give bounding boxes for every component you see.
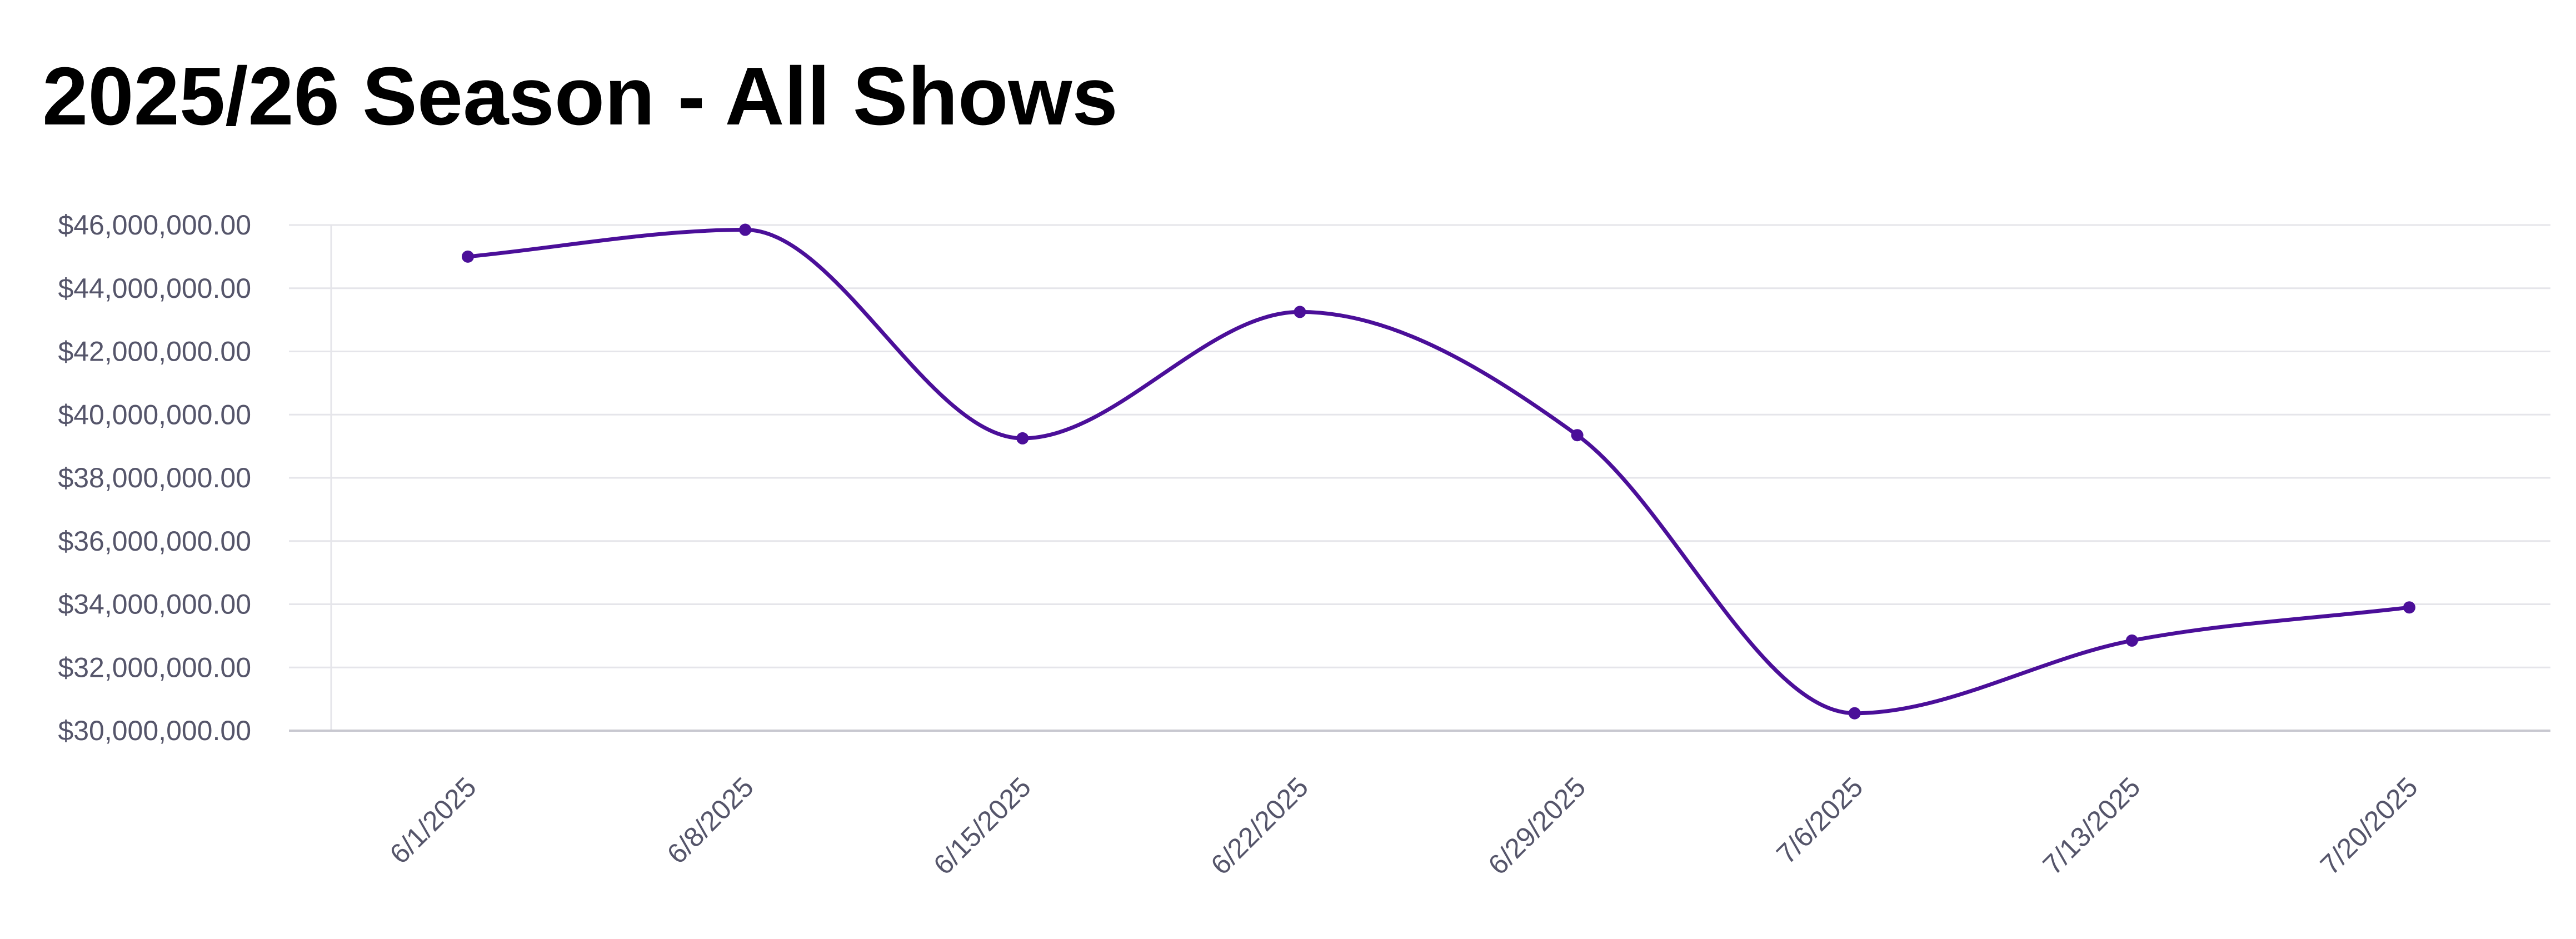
- y-tick-label: $46,000,000.00: [58, 209, 251, 241]
- y-tick-label: $38,000,000.00: [58, 462, 251, 493]
- y-tick-label: $42,000,000.00: [58, 336, 251, 367]
- x-tick-label: 6/22/2025: [1205, 771, 1314, 881]
- data-point[interactable]: [2403, 601, 2415, 614]
- x-tick-label: 7/13/2025: [2037, 771, 2146, 881]
- x-tick-label: 6/29/2025: [1482, 771, 1591, 881]
- data-point[interactable]: [2125, 634, 2138, 647]
- x-tick-label: 6/15/2025: [927, 771, 1037, 881]
- data-point[interactable]: [1016, 432, 1029, 444]
- x-tick-label: 6/8/2025: [661, 771, 760, 870]
- y-axis-ticks: $30,000,000.00 $32,000,000.00 $34,000,000.…: [58, 209, 251, 746]
- x-tick-label: 6/1/2025: [384, 771, 482, 870]
- y-tick-label: $34,000,000.00: [58, 589, 251, 620]
- x-tick-label: 7/6/2025: [1770, 771, 1869, 870]
- axes: [289, 225, 2550, 732]
- y-tick-label: $32,000,000.00: [58, 652, 251, 683]
- data-point[interactable]: [1848, 707, 1861, 720]
- data-point[interactable]: [1571, 429, 1584, 442]
- y-tick-label: $44,000,000.00: [58, 273, 251, 304]
- y-tick-label: $40,000,000.00: [58, 399, 251, 430]
- x-axis-ticks: 6/1/2025 6/8/2025 6/15/2025 6/22/2025 6/29/2…: [384, 771, 2424, 881]
- data-point[interactable]: [462, 250, 474, 263]
- data-point[interactable]: [739, 223, 752, 236]
- y-tick-label: $36,000,000.00: [58, 526, 251, 557]
- y-tick-label: $30,000,000.00: [58, 715, 251, 746]
- x-tick-label: 7/20/2025: [2314, 771, 2424, 881]
- series-line: [466, 228, 2412, 716]
- grid-lines: [289, 224, 2550, 668]
- data-point[interactable]: [1294, 306, 1306, 318]
- series-layer: [462, 223, 2415, 720]
- chart-title: 2025/26 Season - All Shows: [42, 51, 1118, 142]
